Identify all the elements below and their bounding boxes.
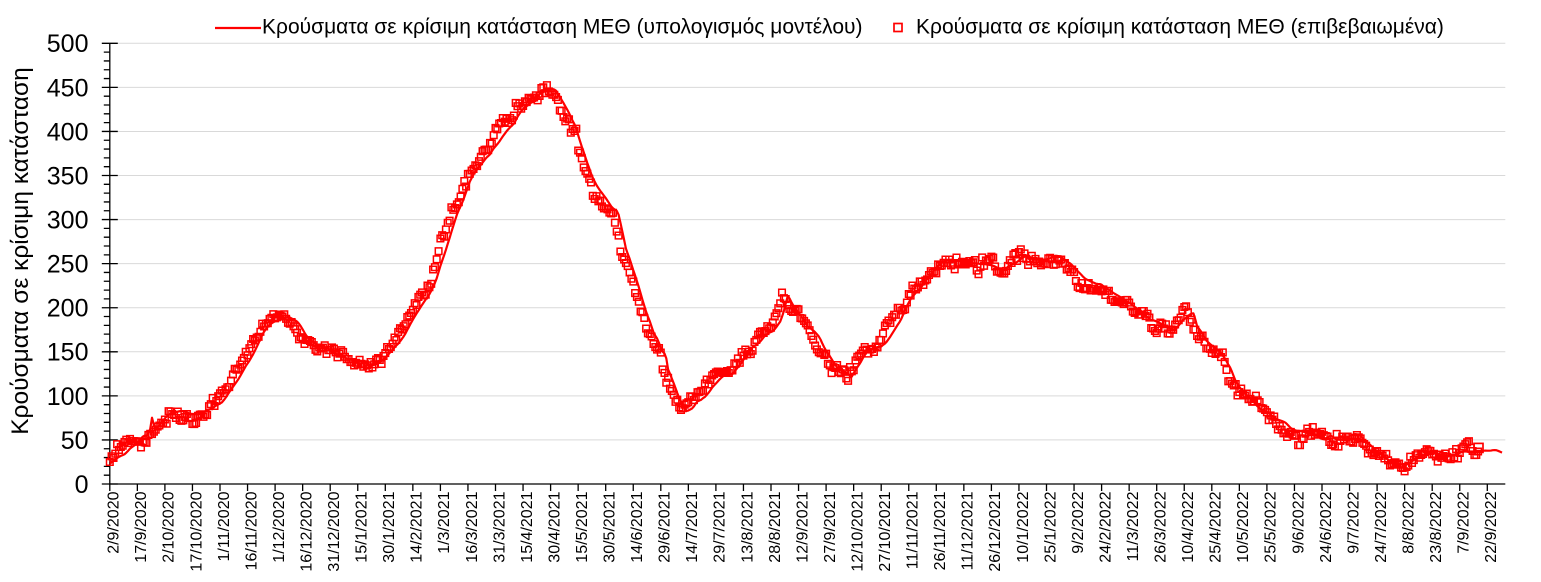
svg-text:28/8/2021: 28/8/2021 xyxy=(767,491,784,562)
svg-text:350: 350 xyxy=(47,162,89,190)
svg-text:17/10/2020: 17/10/2020 xyxy=(188,491,205,571)
svg-text:12/10/2021: 12/10/2021 xyxy=(849,491,866,571)
svg-text:30/5/2021: 30/5/2021 xyxy=(602,491,619,562)
svg-text:30/1/2021: 30/1/2021 xyxy=(381,491,398,562)
svg-text:Κρούσματα σε κρίσιμη κατάσταση: Κρούσματα σε κρίσιμη κατάσταση xyxy=(7,67,34,435)
svg-text:Κρούσματα σε κρίσιμη κατάσταση: Κρούσματα σε κρίσιμη κατάσταση ΜΕΘ (επιβ… xyxy=(916,16,1444,39)
svg-text:17/9/2020: 17/9/2020 xyxy=(133,491,150,562)
svg-text:30/4/2021: 30/4/2021 xyxy=(546,491,563,562)
svg-text:15/5/2021: 15/5/2021 xyxy=(574,491,591,562)
svg-text:16/11/2020: 16/11/2020 xyxy=(243,491,260,570)
svg-text:9/6/2022: 9/6/2022 xyxy=(1290,491,1307,553)
svg-text:200: 200 xyxy=(47,295,89,323)
svg-text:450: 450 xyxy=(47,74,89,102)
svg-text:11/12/2021: 11/12/2021 xyxy=(960,491,977,570)
svg-text:500: 500 xyxy=(47,30,89,58)
svg-text:250: 250 xyxy=(47,251,89,279)
svg-text:9/2/2022: 9/2/2022 xyxy=(1070,491,1087,553)
svg-text:22/9/2022: 22/9/2022 xyxy=(1483,491,1500,562)
svg-text:25/4/2022: 25/4/2022 xyxy=(1208,491,1225,562)
svg-text:2/10/2020: 2/10/2020 xyxy=(161,491,178,562)
svg-text:10/4/2022: 10/4/2022 xyxy=(1180,491,1197,562)
svg-text:26/11/2021: 26/11/2021 xyxy=(932,491,949,570)
svg-text:11/3/2022: 11/3/2022 xyxy=(1125,491,1142,561)
svg-text:2/9/2020: 2/9/2020 xyxy=(106,491,123,553)
svg-text:15/1/2021: 15/1/2021 xyxy=(354,491,371,562)
svg-text:14/7/2021: 14/7/2021 xyxy=(684,491,701,562)
svg-text:400: 400 xyxy=(47,118,89,146)
svg-text:15/4/2021: 15/4/2021 xyxy=(519,491,536,562)
svg-text:24/7/2022: 24/7/2022 xyxy=(1373,491,1390,562)
svg-text:8/8/2022: 8/8/2022 xyxy=(1400,491,1417,553)
svg-text:13/8/2021: 13/8/2021 xyxy=(739,491,756,562)
svg-text:0: 0 xyxy=(75,471,89,499)
svg-text:50: 50 xyxy=(61,427,89,455)
svg-text:29/6/2021: 29/6/2021 xyxy=(657,491,674,562)
svg-text:300: 300 xyxy=(47,207,89,235)
svg-text:Κρούσματα σε κρίσιμη κατάσταση: Κρούσματα σε κρίσιμη κατάσταση ΜΕΘ (υπολ… xyxy=(262,16,863,39)
svg-text:1/11/2020: 1/11/2020 xyxy=(216,491,233,561)
svg-text:26/12/2021: 26/12/2021 xyxy=(987,491,1004,571)
svg-text:25/1/2022: 25/1/2022 xyxy=(1042,491,1059,562)
svg-text:9/7/2022: 9/7/2022 xyxy=(1345,491,1362,553)
svg-text:12/9/2021: 12/9/2021 xyxy=(794,491,811,562)
svg-text:24/6/2022: 24/6/2022 xyxy=(1318,491,1335,562)
svg-text:16/3/2021: 16/3/2021 xyxy=(464,491,481,562)
svg-text:31/3/2021: 31/3/2021 xyxy=(491,491,508,562)
svg-text:10/1/2022: 10/1/2022 xyxy=(1015,491,1032,562)
svg-text:24/2/2022: 24/2/2022 xyxy=(1097,491,1114,562)
svg-text:23/8/2022: 23/8/2022 xyxy=(1428,491,1445,562)
svg-text:14/2/2021: 14/2/2021 xyxy=(409,491,426,562)
svg-text:10/5/2022: 10/5/2022 xyxy=(1235,491,1252,562)
svg-text:27/9/2021: 27/9/2021 xyxy=(822,491,839,562)
svg-text:100: 100 xyxy=(47,383,89,411)
svg-text:29/7/2021: 29/7/2021 xyxy=(712,491,729,562)
svg-text:150: 150 xyxy=(47,339,89,367)
svg-text:1/3/2021: 1/3/2021 xyxy=(436,491,453,553)
svg-text:16/12/2020: 16/12/2020 xyxy=(298,491,315,571)
svg-text:27/10/2021: 27/10/2021 xyxy=(877,491,894,571)
svg-text:26/3/2022: 26/3/2022 xyxy=(1153,491,1170,562)
svg-text:31/12/2020: 31/12/2020 xyxy=(326,491,343,571)
svg-text:7/9/2022: 7/9/2022 xyxy=(1456,491,1473,553)
svg-text:25/5/2022: 25/5/2022 xyxy=(1263,491,1280,562)
svg-text:14/6/2021: 14/6/2021 xyxy=(629,491,646,562)
svg-text:1/12/2020: 1/12/2020 xyxy=(271,491,288,562)
svg-text:11/11/2021: 11/11/2021 xyxy=(905,491,922,569)
